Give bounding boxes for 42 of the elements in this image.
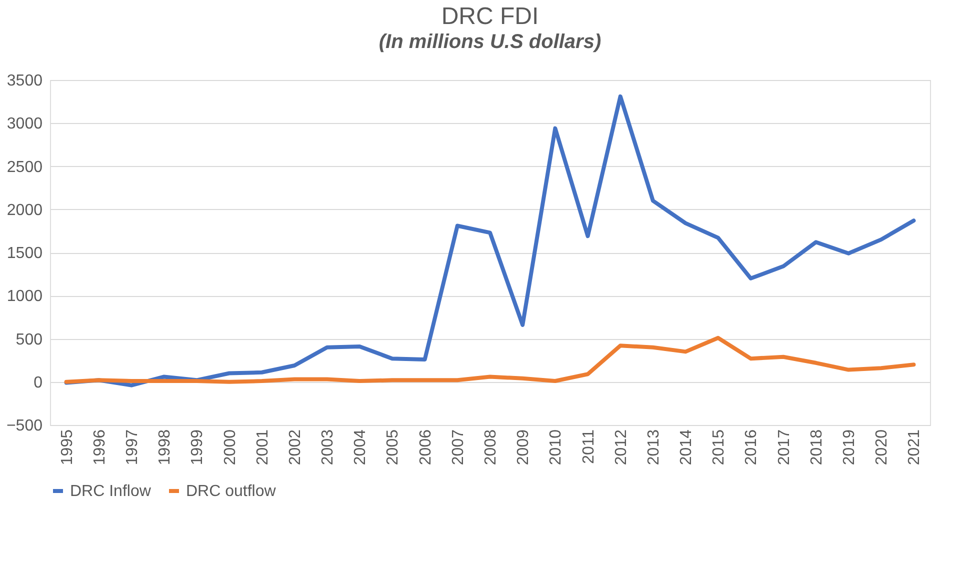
x-tick-label: 1997 xyxy=(124,429,141,466)
legend-label: DRC outflow xyxy=(186,483,276,500)
x-tick-label: 2007 xyxy=(450,429,467,466)
x-tick-label: 2020 xyxy=(874,429,891,466)
x-tick-label: 2012 xyxy=(612,429,630,466)
line-series xyxy=(64,336,916,384)
y-tick-label: −500 xyxy=(6,418,43,434)
x-tick-label: 2004 xyxy=(352,429,370,466)
y-tick-label: 1500 xyxy=(6,245,43,262)
x-tick-label: 2021 xyxy=(906,429,924,466)
chart-title: DRC FDI xyxy=(441,3,539,30)
y-tick-label: 3000 xyxy=(6,116,43,133)
chart-subtitle: (In millions U.S dollars) xyxy=(378,31,602,53)
x-tick-label: 2008 xyxy=(482,429,500,466)
legend-label: DRC Inflow xyxy=(70,483,152,500)
x-tick-label: 2000 xyxy=(222,429,239,466)
x-tick-label: 2005 xyxy=(384,429,402,466)
x-tick-label: 2002 xyxy=(286,429,304,466)
x-tick-label: 2003 xyxy=(320,429,337,466)
y-tick-label: 500 xyxy=(16,331,43,348)
x-tick-label: 2011 xyxy=(580,429,598,464)
y-tick-label: 2000 xyxy=(6,202,43,219)
x-tick-label: 2009 xyxy=(515,429,532,466)
x-tick-label: 2019 xyxy=(841,429,858,466)
x-tick-label: 2015 xyxy=(710,429,728,466)
y-tick-label: 1000 xyxy=(6,288,43,306)
x-tick-label: 2016 xyxy=(743,429,760,466)
line-series xyxy=(64,94,916,388)
x-tick-label: 2014 xyxy=(678,429,696,466)
y-tick-label: 2500 xyxy=(6,158,43,176)
x-tick-label: 1995 xyxy=(58,429,76,466)
x-tick-label: 2018 xyxy=(808,429,826,466)
x-tick-label: 2006 xyxy=(417,429,434,466)
x-tick-label: 2017 xyxy=(776,429,793,466)
x-tick-label: 1996 xyxy=(91,429,108,466)
x-tick-label: 2010 xyxy=(548,429,565,466)
y-tick-label: 3500 xyxy=(6,72,43,90)
y-tick-label: 0 xyxy=(34,374,43,392)
x-tick-label: 1999 xyxy=(189,429,206,466)
x-tick-label: 1998 xyxy=(156,429,174,466)
x-tick-label: 2001 xyxy=(254,429,272,466)
x-tick-label: 2013 xyxy=(645,429,662,466)
